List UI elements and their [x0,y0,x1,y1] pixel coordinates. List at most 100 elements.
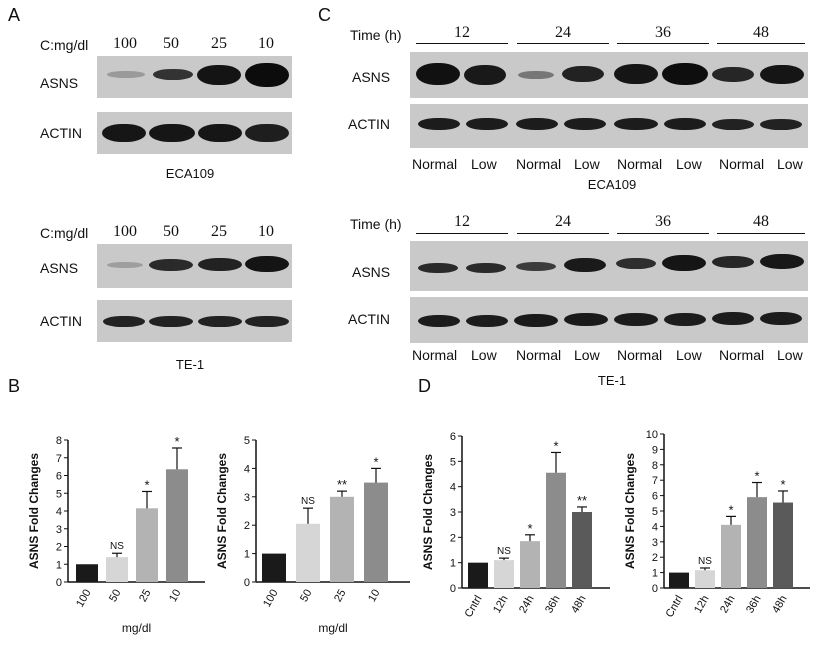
y-axis-label: ASNS Fold Changes [623,453,637,569]
band [614,313,658,326]
x-tick-label: 50 [298,588,315,605]
group-line [717,233,805,234]
asns-label: ASNS [40,260,79,276]
x-tick-label: 12h [491,594,511,616]
band [464,65,506,85]
asns-label: ASNS [352,264,391,280]
bar [76,564,98,582]
band [518,71,554,79]
y-tick-label: 4 [56,506,62,518]
band [198,124,242,142]
y-tick-label: 3 [652,537,658,549]
band [712,312,754,325]
group-line [416,43,508,44]
actin-blot-strip [410,297,808,343]
x-tick-label: 50 [107,588,124,605]
significance-annotation: ** [337,477,347,492]
bar [330,496,354,582]
y-tick-label: 3 [56,524,62,536]
y-tick-label: 0 [56,577,62,589]
band [712,119,754,130]
significance-annotation: NS [497,546,511,557]
y-tick-label: 7 [652,475,658,487]
cell-line-caption: TE-1 [175,357,205,372]
panel-b-letter: B [8,376,21,396]
group-line [717,43,805,44]
y-axis-label: ASNS Fold Changes [421,454,435,570]
bar [773,502,793,588]
y-tick-label: 5 [450,456,456,468]
band [466,315,508,327]
bar-chart-b-left: ASNS Fold Changes 0 1 2 3 4 5 6 7 8 100 NS 50 * 25 * 10 m… [27,434,205,635]
significance-annotation: * [553,438,558,453]
x-tick-label: 36h [744,594,764,616]
bar [136,508,158,582]
y-tick-label: 5 [56,488,62,500]
significance-annotation: * [174,434,179,449]
y-tick-label: 8 [56,435,62,447]
y-tick-label: 2 [244,520,250,532]
cell-line-caption: ECA109 [587,177,637,192]
band [245,124,289,142]
y-tick-label: 0 [244,577,250,589]
asns-label: ASNS [352,69,391,85]
x-axis-label: mg/dl [318,621,347,635]
band [760,119,802,130]
band [662,255,706,271]
band [149,124,195,142]
asns-blot-strip [410,52,808,98]
group-line [617,233,709,234]
x-tick-label: 36h [543,594,563,616]
group-line [517,233,609,234]
band [760,65,804,84]
significance-annotation: NS [110,541,124,552]
x-tick-label: 10 [366,588,383,605]
time-point: 36 [655,213,671,230]
y-tick-label: 0 [652,583,658,595]
band [418,263,458,273]
time-point: 24 [555,24,571,41]
bar [520,541,540,588]
band [107,262,143,268]
bar [695,570,715,588]
bar [494,560,514,588]
actin-label: ACTIN [348,311,390,327]
time-point: 24 [555,213,571,230]
bar-chart-b-right: ASNS Fold Changes 0 1 2 3 4 5 100 NS 50 ** 25 * 10 mg/… [215,435,410,635]
bar-chart-d-left: ASNS Fold Changes 0 1 2 3 4 5 6 Cntrl NS 12h * 24h * 3… [421,431,610,620]
bar [669,572,689,588]
y-tick-label: 3 [450,507,456,519]
actin-blot-strip [97,300,292,342]
x-tick-label: 25 [332,588,349,605]
lane-normal: Normal [412,156,458,172]
time-point: 36 [655,24,671,41]
band [760,254,804,269]
x-tick-label: 25 [137,588,154,605]
band [664,313,706,326]
group-line [517,43,609,44]
y-tick-label: 10 [646,429,658,441]
y-tick-label: 6 [450,431,456,443]
x-tick-label: 24h [718,594,738,616]
bar [296,523,320,582]
y-tick-label: 1 [56,559,62,571]
time-point: 12 [454,213,470,230]
band [614,118,658,130]
y-tick-label: 4 [244,463,250,475]
significance-annotation: * [728,502,733,517]
band [102,124,146,142]
actin-label: ACTIN [348,116,390,132]
band [416,63,460,85]
x-tick-label: 48h [569,594,589,616]
time-point: 48 [753,213,769,230]
actin-label: ACTIN [40,125,82,141]
x-tick-label: 100 [74,588,94,610]
band [153,69,193,80]
lane-low: Low [574,156,600,172]
significance-annotation: NS [698,556,712,567]
band [418,315,460,327]
y-tick-label: 2 [450,532,456,544]
lane-low: Low [676,156,702,172]
lane-normal: Normal [719,156,765,172]
lane-low: Low [777,156,803,172]
